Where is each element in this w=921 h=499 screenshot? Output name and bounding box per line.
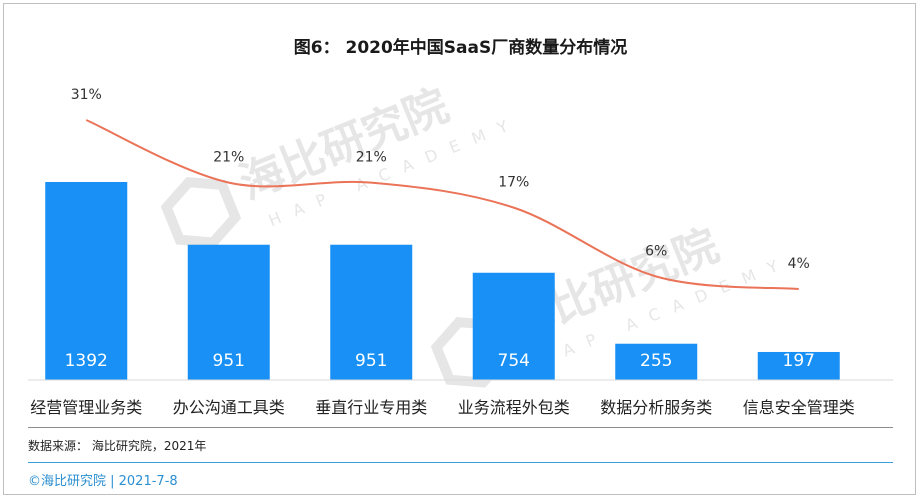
category-label: 数据分析服务类: [600, 398, 712, 417]
category-label: 经营管理业务类: [30, 398, 142, 417]
share-line: [85, 119, 799, 290]
footer-divider: [28, 462, 893, 463]
bar-value-label: 754: [498, 351, 530, 371]
share-percent-label: 6%: [645, 243, 667, 259]
share-percent-label: 31%: [71, 87, 102, 103]
chart-frame: [3, 3, 916, 495]
watermark-logo-icon: [160, 177, 242, 248]
share-line-layer: [85, 119, 799, 290]
bar-value-label: 197: [783, 351, 815, 371]
data-source: 数据来源： 海比研究院，2021年: [28, 439, 207, 453]
category-label: 办公沟通工具类: [173, 398, 285, 417]
category-label: 业务流程外包类: [458, 398, 570, 417]
bars-layer: [45, 182, 840, 380]
bar-5: [615, 343, 698, 380]
source-divider: [28, 427, 893, 428]
category-label: 信息安全管理类: [743, 398, 855, 417]
bar-6: [757, 351, 840, 380]
bar-2: [187, 244, 270, 380]
bar-value-label: 1392: [65, 351, 108, 371]
footer-credit: ©海比研究院 | 2021-7-8: [28, 474, 178, 489]
bar-4: [472, 272, 555, 380]
share-percent-label: 17%: [498, 175, 529, 191]
share-percent-label: 4%: [788, 256, 810, 272]
chart-title: 图6： 2020年中国SaaS厂商数量分布情况: [293, 38, 628, 58]
bar-1: [45, 182, 128, 380]
labels-layer: 1392 经营管理业务类 31% 951 办公沟通工具类 21% 951 垂直行业专用类 21%…: [30, 87, 855, 417]
bar-3: [330, 244, 413, 380]
share-percent-label: 21%: [213, 150, 244, 166]
bar-value-label: 951: [355, 351, 387, 371]
bar-value-label: 951: [213, 351, 245, 371]
category-label: 垂直行业专用类: [315, 398, 427, 417]
bar-value-label: 255: [640, 351, 672, 371]
share-percent-label: 21%: [356, 150, 387, 166]
